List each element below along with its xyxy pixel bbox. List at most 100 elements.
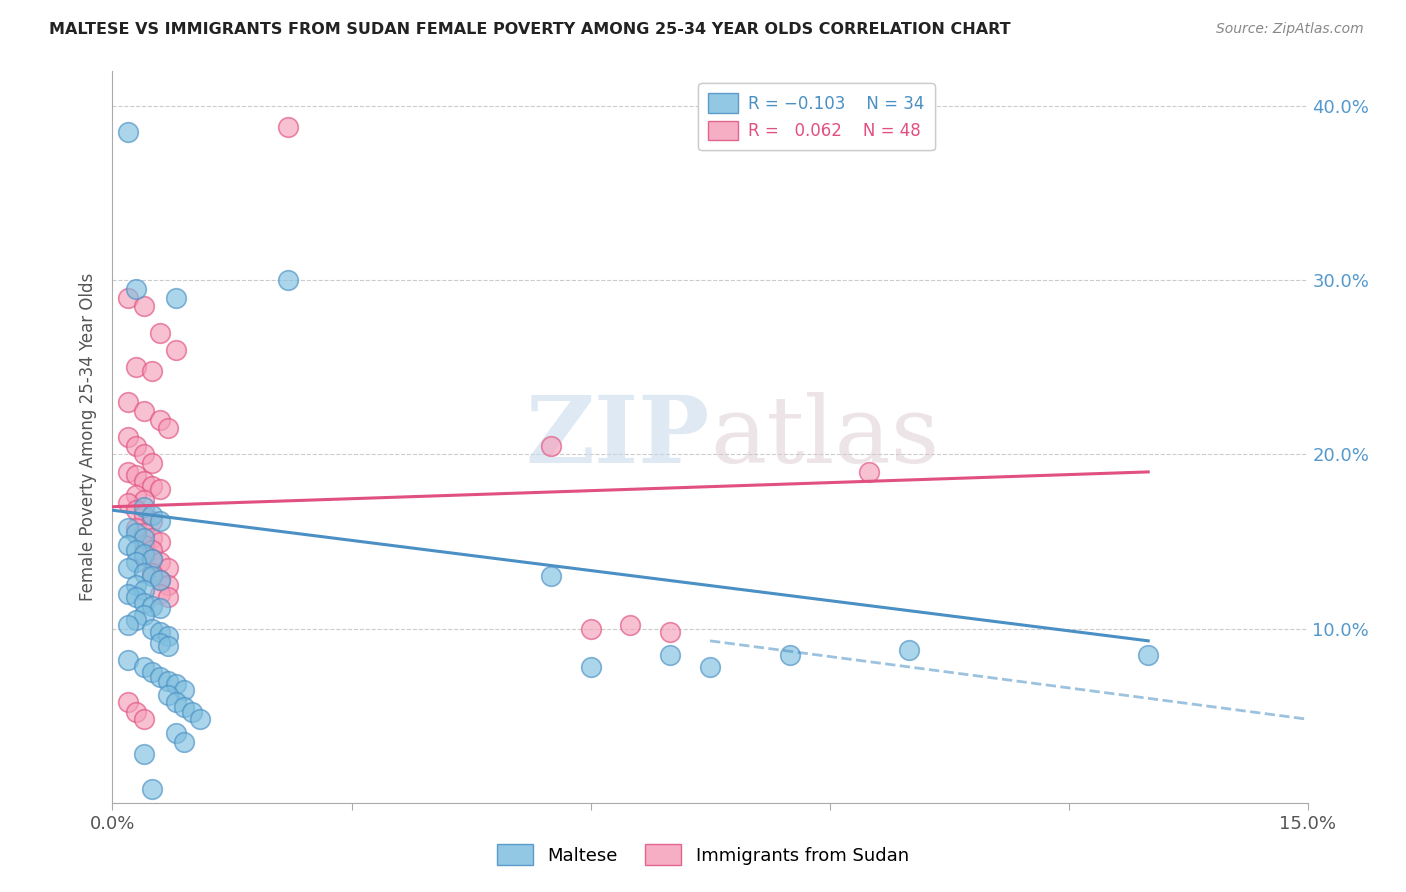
Point (141, 566, 163, 580)
Point (134, 549, 156, 563)
Point (579, 660, 602, 674)
Point (149, 587, 172, 601)
Legend: Maltese, Immigrants from Sudan: Maltese, Immigrants from Sudan (489, 837, 917, 872)
Point (125, 503, 148, 517)
Point (173, 735, 195, 749)
Point (540, 569, 562, 583)
Point (125, 525, 148, 540)
Point (117, 587, 139, 601)
Point (141, 552, 163, 566)
Point (165, 291, 187, 305)
Point (181, 705, 204, 719)
Point (277, 120, 299, 134)
Point (134, 448, 156, 462)
Point (149, 670, 172, 684)
Point (141, 665, 163, 680)
Point (619, 618, 641, 632)
Point (149, 635, 172, 649)
Text: ZIP: ZIP (526, 392, 710, 482)
Point (540, 439, 562, 453)
Point (157, 560, 180, 574)
Point (134, 747, 156, 761)
Point (117, 560, 139, 574)
Point (117, 395, 139, 409)
Point (188, 712, 211, 726)
Point (141, 531, 163, 545)
Point (141, 364, 163, 378)
Point (149, 556, 172, 570)
Point (117, 125, 139, 139)
Point (149, 600, 172, 615)
Point (149, 514, 172, 528)
Point (125, 487, 148, 501)
Point (134, 300, 156, 314)
Point (117, 695, 139, 709)
Point (157, 688, 180, 702)
Point (277, 273, 299, 287)
Point (134, 547, 156, 561)
Point (117, 521, 139, 535)
Point (149, 573, 172, 587)
Point (125, 282, 148, 296)
Point (125, 439, 148, 453)
Point (165, 343, 187, 357)
Point (141, 781, 163, 796)
Point (134, 712, 156, 726)
Point (141, 569, 163, 583)
Point (659, 625, 682, 640)
Y-axis label: Female Poverty Among 25-34 Year Olds: Female Poverty Among 25-34 Year Olds (79, 273, 97, 601)
Point (134, 595, 156, 609)
Point (659, 648, 682, 662)
Point (141, 508, 163, 523)
Point (898, 642, 921, 657)
Point (149, 573, 172, 587)
Point (125, 521, 148, 535)
Point (125, 556, 148, 570)
Point (125, 705, 148, 719)
Legend: R = −0.103    N = 34, R =   0.062    N = 48: R = −0.103 N = 34, R = 0.062 N = 48 (699, 83, 935, 150)
Point (149, 483, 172, 497)
Point (149, 412, 172, 426)
Point (779, 648, 801, 662)
Point (699, 660, 721, 674)
Point (134, 660, 156, 674)
Text: Source: ZipAtlas.com: Source: ZipAtlas.com (1216, 22, 1364, 37)
Point (157, 591, 180, 605)
Point (165, 677, 187, 691)
Point (117, 465, 139, 479)
Point (141, 622, 163, 636)
Point (173, 682, 195, 697)
Point (165, 726, 187, 740)
Point (141, 543, 163, 558)
Point (157, 639, 180, 653)
Point (149, 625, 172, 640)
Point (134, 500, 156, 514)
Point (117, 653, 139, 667)
Point (117, 538, 139, 552)
Point (579, 622, 602, 636)
Point (157, 629, 180, 643)
Point (134, 474, 156, 488)
Point (125, 613, 148, 627)
Point (149, 326, 172, 340)
Point (134, 583, 156, 598)
Point (125, 543, 148, 558)
Point (134, 607, 156, 622)
Point (1137, 648, 1160, 662)
Point (157, 421, 180, 435)
Point (125, 578, 148, 592)
Point (134, 404, 156, 418)
Point (125, 591, 148, 605)
Point (134, 538, 156, 552)
Point (134, 525, 156, 540)
Point (117, 618, 139, 632)
Point (125, 360, 148, 375)
Point (134, 566, 156, 580)
Point (117, 291, 139, 305)
Text: MALTESE VS IMMIGRANTS FROM SUDAN FEMALE POVERTY AMONG 25-34 YEAR OLDS CORRELATIO: MALTESE VS IMMIGRANTS FROM SUDAN FEMALE … (49, 22, 1011, 37)
Point (149, 534, 172, 549)
Text: atlas: atlas (710, 392, 939, 482)
Point (117, 430, 139, 444)
Point (165, 695, 187, 709)
Point (141, 456, 163, 470)
